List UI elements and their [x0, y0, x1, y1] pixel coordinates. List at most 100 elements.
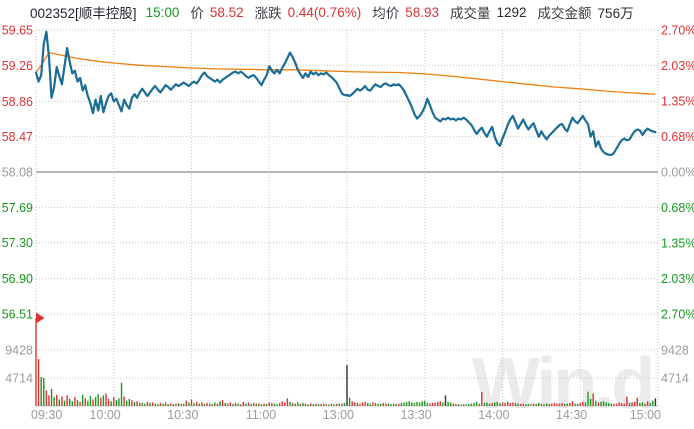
volume-bar	[289, 401, 291, 406]
volume-bar	[94, 397, 97, 406]
axis-label: 59.65	[2, 24, 33, 38]
volume-bar	[621, 403, 623, 406]
volume-bar	[185, 400, 188, 406]
volume-bar	[434, 402, 436, 406]
volume-bar	[224, 403, 226, 406]
volume-bar	[237, 403, 239, 406]
volume-bar	[245, 403, 247, 406]
volume-bar	[58, 399, 61, 406]
volume-bar	[304, 403, 307, 406]
axis-label: 0.00%	[661, 166, 694, 180]
volume-bar	[335, 403, 338, 406]
volume-bar	[35, 318, 37, 406]
volume-bar	[232, 403, 234, 406]
volume-bar	[589, 398, 592, 406]
volume-bar	[144, 403, 146, 406]
volume-bar	[359, 403, 361, 406]
volume-bar	[183, 403, 185, 406]
volume-bar	[374, 403, 377, 406]
volume-bar	[317, 404, 320, 406]
volume-bar	[411, 402, 413, 406]
volume-bar	[613, 403, 615, 406]
volume-bar	[278, 403, 281, 406]
volume-bar	[551, 403, 553, 406]
axis-label: 57.69	[2, 201, 33, 215]
turnover-group: 成交金额 756万	[538, 2, 634, 22]
volume-bar	[102, 395, 105, 406]
change-value: 0.44(0.76%)	[287, 4, 362, 20]
volume-bar	[545, 403, 548, 406]
volume-bar	[180, 403, 182, 406]
volume-bar	[395, 403, 397, 406]
volume-bar	[447, 401, 449, 406]
volume-bar	[284, 402, 286, 406]
axis-label: 2.03%	[661, 272, 694, 286]
volume-bar	[190, 399, 193, 406]
volume-bar	[587, 391, 589, 406]
volume-bar	[561, 403, 563, 406]
volume-bar	[291, 403, 294, 406]
volume-bar	[449, 402, 452, 406]
volume-bar	[265, 403, 268, 406]
volume-bar	[615, 403, 618, 406]
volume-bar	[403, 402, 405, 406]
volume-bar	[195, 401, 198, 406]
volume-bar	[297, 402, 299, 406]
axis-label: 59.26	[2, 59, 33, 73]
volume-bar	[400, 403, 403, 406]
volume-group: 成交量 1292	[450, 2, 527, 22]
volume-bar	[141, 403, 143, 406]
volume-bar	[50, 388, 53, 406]
volume-bar	[128, 398, 130, 406]
volume-bar	[478, 403, 480, 406]
volume-bar	[260, 404, 263, 406]
volume-bar	[452, 403, 454, 406]
volume-bar	[595, 400, 597, 406]
volume-bar	[310, 403, 312, 406]
volume-bar	[307, 404, 309, 406]
volume-bar	[473, 403, 475, 406]
volume-bar	[100, 397, 102, 406]
volume-bar	[229, 402, 232, 406]
volume-bar	[247, 402, 250, 406]
volume-bar	[416, 401, 418, 406]
avg-price-label: 均价	[372, 6, 400, 21]
volume-bar	[369, 403, 372, 406]
volume-bar	[131, 400, 133, 406]
volume-bar	[253, 403, 255, 406]
volume-bar	[263, 403, 265, 406]
volume-bar	[652, 400, 654, 406]
volume-bar	[512, 402, 514, 406]
axis-label: 14:30	[556, 408, 587, 422]
volume-bar	[538, 403, 540, 406]
volume-bar	[154, 403, 156, 406]
volume-bar	[211, 404, 213, 406]
volume-bar	[281, 401, 283, 406]
volume-bar	[157, 404, 159, 406]
volume-bar	[405, 401, 408, 406]
volume-bar	[548, 403, 550, 406]
volume-bar	[558, 403, 561, 406]
axis-label: 1.35%	[661, 237, 694, 251]
axis-label: 56.51	[2, 308, 33, 322]
volume-bar	[76, 400, 79, 406]
volume-bar	[110, 401, 112, 406]
volume-bar	[146, 401, 149, 406]
volume-bar	[566, 403, 568, 406]
volume-bar	[390, 404, 392, 406]
volume-bar	[343, 403, 346, 406]
volume-bar	[341, 403, 343, 406]
volume-bar	[242, 401, 245, 406]
volume-bar	[468, 404, 470, 406]
volume-bar	[126, 400, 128, 406]
axis-label: 13:00	[323, 408, 354, 422]
volume-bar	[328, 404, 330, 406]
volume-bar	[322, 403, 325, 406]
volume-bar	[387, 403, 390, 406]
change-group: 涨跌 0.44(0.76%)	[255, 2, 362, 22]
volume-bar	[97, 394, 99, 406]
volume-bar	[172, 404, 175, 406]
volume-bar	[255, 403, 257, 406]
volume-bar	[354, 402, 356, 406]
